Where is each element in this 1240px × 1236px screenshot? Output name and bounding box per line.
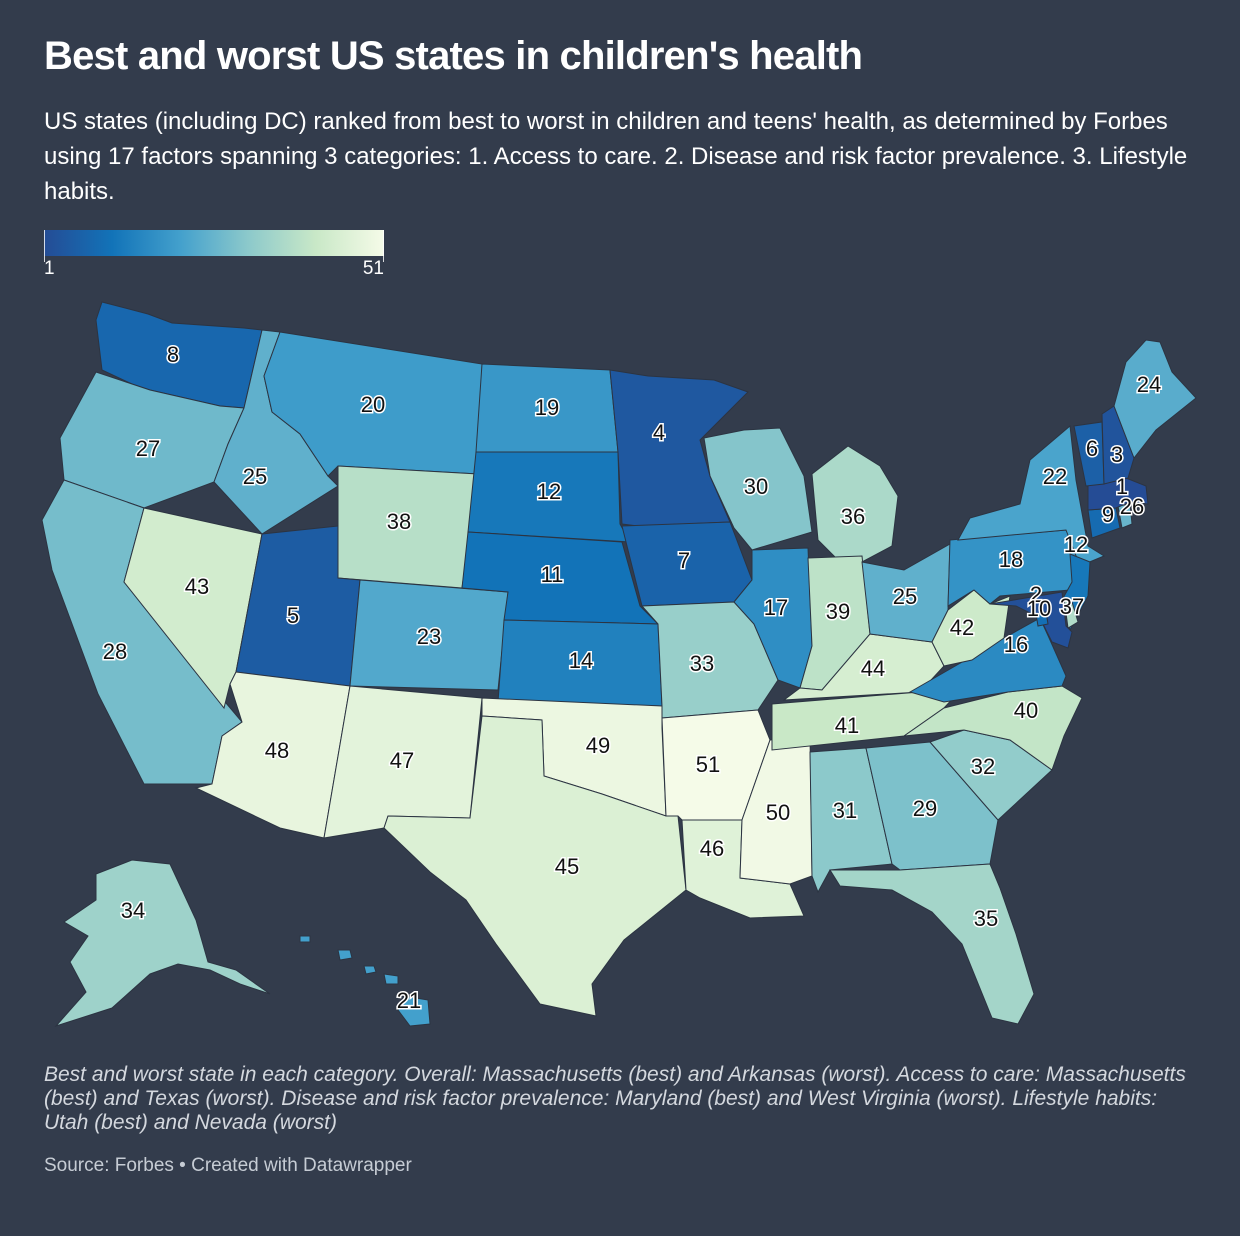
state-mi[interactable]: Michigan [811,445,899,563]
rank-label-nj: 12 [1064,532,1088,557]
us-choropleth-map: Washington Oregon California Nevada Idah… [41,301,1197,1028]
rank-label-ri: 26 [1120,494,1144,519]
rank-label-oh: 25 [893,584,917,609]
rank-label-wy: 38 [387,509,411,534]
state-ma[interactable]: Massachusetts [1087,477,1149,511]
state-wv[interactable]: West Virginia [931,589,1011,667]
rank-label-co: 23 [417,624,441,649]
rank-label-al: 31 [833,798,857,823]
rank-label-ut: 5 [287,603,299,628]
rank-label-ks: 14 [569,648,593,673]
legend-min-tick [44,230,45,262]
rank-label-fl: 35 [974,906,998,931]
rank-label-ca: 28 [103,639,127,664]
rank-label-mi: 36 [841,504,865,529]
rank-label-va: 16 [1004,632,1028,657]
state-wi[interactable]: Wisconsin [703,427,813,551]
rank-label-ga: 29 [913,796,937,821]
rank-label-md: 2 [1030,582,1042,607]
rank-label-wv: 42 [950,615,974,640]
rank-label-la: 46 [700,836,724,861]
rank-label-me: 24 [1137,372,1161,397]
rank-label-ne: 11 [541,562,564,587]
state-de[interactable]: Delaware [1063,597,1079,629]
rank-label-mn: 4 [653,420,665,445]
state-nc[interactable]: North Carolina [902,685,1083,771]
state-ak[interactable]: Alaska [54,859,271,1028]
rank-label-pa: 18 [999,547,1023,572]
legend-max-tick [383,230,384,262]
legend-min-label: 1 [44,258,55,279]
rank-label-in: 39 [826,599,850,624]
rank-label-ky: 44 [861,656,885,681]
state-md[interactable]: Maryland [989,591,1073,649]
legend-max-label: 51 [362,258,384,279]
state-hi[interactable]: Hawaii [363,965,377,975]
state-tx[interactable]: Texas [383,715,687,1017]
rank-label-id: 25 [243,464,267,489]
rank-label-ma: 1 [1116,474,1128,499]
rank-label-nm: 47 [390,748,414,773]
chart-title: Best and worst US states in children's h… [44,34,863,78]
rank-label-sd: 12 [537,479,561,504]
state-fl[interactable]: Florida [829,863,1035,1025]
footnote-notes: Best and worst state in each category. O… [44,1063,1186,1134]
rank-label-sc: 32 [971,754,995,779]
rank-label-nv: 43 [185,574,209,599]
rank-label-ar: 51 [696,752,720,777]
rank-label-nd: 19 [535,395,559,420]
state-dc[interactable]: District of Columbia [1035,611,1049,627]
rank-label-wi: 30 [744,474,768,499]
chart-subtitle: US states (including DC) ranked from bes… [44,108,1188,205]
rank-label-ak: 34 [121,898,145,923]
state-hi[interactable]: Hawaii [337,949,353,961]
state-ri[interactable]: Rhode Island [1117,503,1133,529]
state-ny[interactable]: New York [957,425,1106,567]
rank-label-or: 27 [136,436,160,461]
rank-label-ny: 22 [1043,464,1067,489]
state-me[interactable]: Maine [1113,339,1197,460]
rank-label-tx: 45 [555,854,579,879]
rank-label-dc: 10 [1027,596,1051,621]
rank-label-wa: 8 [167,342,179,367]
rank-label-hi: 21 [397,988,421,1013]
rank-label-vt: 6 [1086,436,1098,461]
legend-gradient-bar [44,230,384,256]
rank-label-ok: 49 [586,733,610,758]
rank-label-az: 48 [265,738,289,763]
rank-label-ms: 50 [766,800,790,825]
rank-label-mo: 33 [690,651,714,676]
rank-label-mt: 20 [361,392,385,417]
state-hi[interactable]: Hawaii [383,973,399,985]
legend-labels: 1 51 [44,230,384,280]
state-hi[interactable]: Hawaii [299,935,311,943]
state-hi[interactable]: Hawaii [397,995,431,1027]
rank-label-ia: 7 [678,548,690,573]
state-nh[interactable]: New Hampshire [1101,405,1135,485]
rank-label-ct: 9 [1102,502,1114,527]
state-co[interactable]: Colorado [349,579,509,691]
rank-label-tn: 41 [835,713,859,738]
state-va[interactable]: Virginia [908,617,1067,703]
rank-label-nc: 40 [1014,698,1038,723]
rank-label-il: 17 [764,595,788,620]
rank-label-nh: 3 [1111,442,1123,467]
rank-label-de: 37 [1060,594,1084,619]
source-credit: Source: Forbes • Created with Datawrappe… [44,1155,412,1176]
color-legend: 1 51 [44,230,384,280]
